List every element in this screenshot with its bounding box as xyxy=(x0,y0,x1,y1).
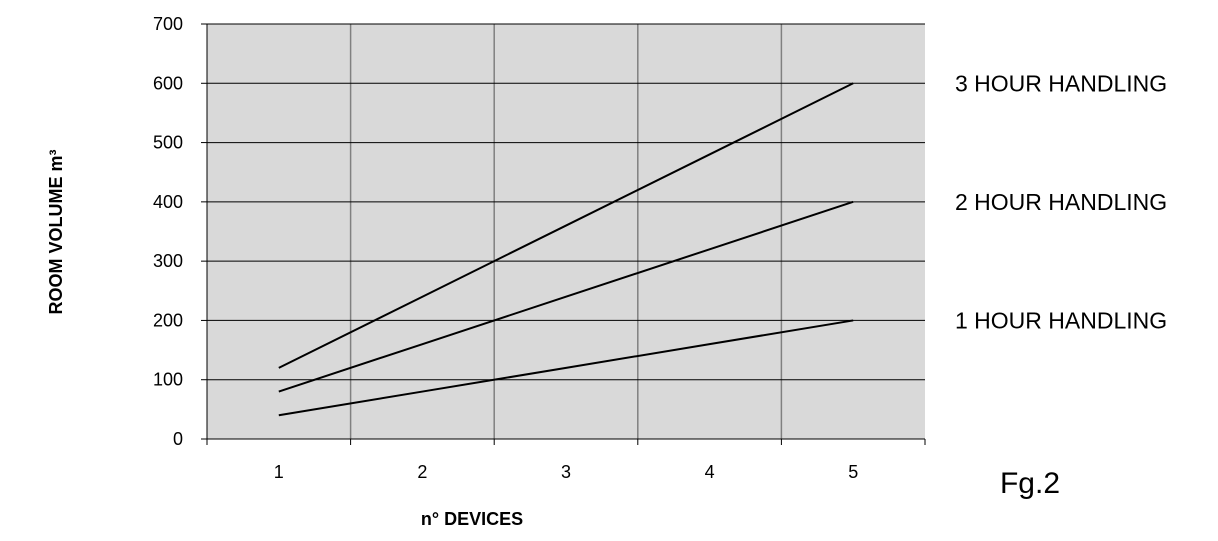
x-tick-label: 2 xyxy=(417,462,427,482)
y-tick-label: 100 xyxy=(153,370,183,390)
y-tick-label: 500 xyxy=(153,133,183,153)
y-tick-label: 600 xyxy=(153,73,183,93)
series-labels: 3 HOUR HANDLING 2 HOUR HANDLING 1 HOUR HAN… xyxy=(955,70,1167,333)
series-label: 3 HOUR HANDLING xyxy=(955,70,1167,96)
y-tick-label: 200 xyxy=(153,310,183,330)
series-label: 1 HOUR HANDLING xyxy=(955,307,1167,333)
x-tick-label: 3 xyxy=(561,462,571,482)
horizontal-gridlines xyxy=(207,23,925,381)
y-axis-ticks: 0 100 200 300 400 500 600 700 xyxy=(153,14,207,449)
series-line xyxy=(278,319,854,417)
x-tick-label: 5 xyxy=(848,462,858,482)
x-axis-title: n° DEVICES xyxy=(421,509,523,529)
figure-label: Fg.2 xyxy=(1000,467,1060,500)
plot-area xyxy=(207,24,925,439)
y-tick-label: 0 xyxy=(173,429,183,449)
y-axis-title: ROOM VOLUME m³ xyxy=(46,149,66,314)
y-tick-label: 400 xyxy=(153,192,183,212)
x-tick-label: 1 xyxy=(274,462,284,482)
y-tick-label: 300 xyxy=(153,251,183,271)
vertical-gridlines xyxy=(349,24,783,439)
series-lines xyxy=(278,82,854,417)
series-label: 2 HOUR HANDLING xyxy=(955,189,1167,215)
series-line xyxy=(278,82,854,369)
y-tick-label: 700 xyxy=(153,14,183,34)
x-axis-ticks: 1 2 3 4 5 xyxy=(206,439,926,482)
series-line xyxy=(278,200,854,393)
x-tick-label: 4 xyxy=(705,462,715,482)
